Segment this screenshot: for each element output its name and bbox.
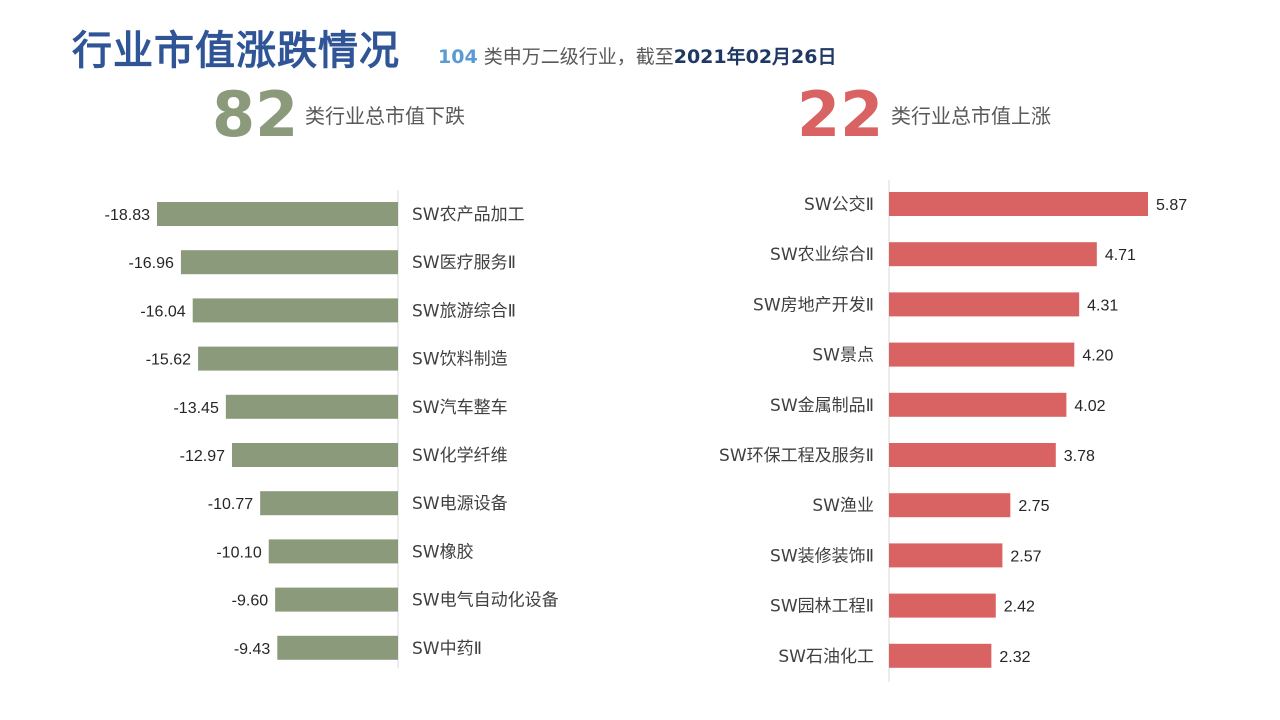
bar-down	[275, 587, 398, 612]
value-label: 4.71	[1105, 247, 1136, 264]
value-label: 4.20	[1082, 348, 1113, 365]
category-label: SW汽车整车	[412, 398, 508, 418]
category-label: SW渔业	[812, 496, 874, 516]
category-label: SW房地产开发Ⅱ	[753, 295, 874, 315]
category-label: SW公交Ⅱ	[804, 195, 874, 215]
page-title: 行业市值涨跌情况	[72, 28, 400, 74]
value-label: 2.75	[1018, 498, 1049, 515]
category-label: SW医疗服务Ⅱ	[412, 253, 516, 273]
bar-up	[889, 543, 1003, 568]
bar-down	[192, 298, 398, 323]
value-label: -15.62	[146, 352, 191, 369]
value-label: -12.97	[180, 448, 225, 465]
value-label: 4.31	[1087, 297, 1118, 314]
down-caption: 类行业总市值下跌	[305, 104, 465, 128]
bar-down	[277, 635, 398, 660]
bar-up	[889, 593, 996, 618]
subtitle-date: 2021年02月26日	[673, 46, 837, 68]
value-label: 2.57	[1010, 548, 1041, 565]
category-label: SW农业综合Ⅱ	[770, 245, 874, 265]
value-label: -10.77	[208, 496, 253, 513]
bar-up	[889, 443, 1056, 467]
category-label: SW园林工程Ⅱ	[770, 597, 874, 617]
value-label: 2.32	[999, 649, 1030, 666]
subtitle-count: 104	[438, 46, 478, 68]
bar-down	[157, 202, 398, 226]
declining-industries-chart: -18.83 SW农产品加工 -16.96 SW医疗服务Ⅱ -16.04 SW旅游综合Ⅱ -…	[105, 190, 559, 668]
bar-down	[268, 539, 398, 564]
value-label: -18.83	[105, 207, 150, 224]
value-label: 5.87	[1156, 197, 1187, 214]
bar-down	[260, 491, 398, 516]
value-label: 2.42	[1004, 599, 1035, 616]
value-label: -16.96	[129, 255, 174, 272]
bar-down	[225, 394, 398, 419]
rising-industries-chart: 5.87 SW公交Ⅱ 4.71 SW农业综合Ⅱ 4.31 SW房地产开发Ⅱ 4.20 SW景点…	[719, 180, 1187, 682]
bar-up	[889, 342, 1075, 367]
bar-down	[232, 443, 398, 467]
bar-up	[889, 242, 1097, 267]
down-count: 82	[212, 78, 299, 151]
bar-up	[889, 192, 1148, 216]
value-label: 4.02	[1074, 398, 1105, 415]
value-label: -9.60	[232, 593, 269, 610]
category-label: SW饮料制造	[412, 350, 508, 370]
category-label: SW石油化工	[778, 647, 874, 667]
bar-down	[180, 250, 398, 275]
page-subtitle: 104 类申万二级行业，截至2021年02月26日	[438, 42, 836, 69]
bar-up	[889, 292, 1080, 317]
up-caption: 类行业总市值上涨	[891, 104, 1051, 128]
category-label: SW旅游综合Ⅱ	[412, 301, 516, 321]
value-label: -13.45	[173, 400, 218, 417]
category-label: SW装修装饰Ⅱ	[770, 546, 874, 566]
bar-up	[889, 493, 1011, 518]
category-label: SW景点	[812, 346, 874, 366]
value-label: -9.43	[234, 641, 271, 658]
bar-up	[889, 392, 1067, 417]
category-label: SW电源设备	[412, 494, 508, 514]
category-label: SW金属制品Ⅱ	[770, 396, 874, 416]
category-label: SW农产品加工	[412, 205, 525, 225]
value-label: -10.10	[216, 544, 261, 561]
category-label: SW电气自动化设备	[412, 591, 559, 611]
category-label: SW环保工程及服务Ⅱ	[719, 446, 874, 466]
up-count: 22	[797, 78, 884, 151]
category-label: SW化学纤维	[412, 446, 508, 466]
subtitle-text: 类申万二级行业，截至	[477, 46, 674, 68]
category-label: SW中药Ⅱ	[412, 639, 482, 659]
category-label: SW橡胶	[412, 542, 474, 562]
bar-up	[889, 643, 992, 668]
value-label: -16.04	[140, 303, 185, 320]
bar-down	[198, 346, 398, 371]
value-label: 3.78	[1064, 448, 1095, 465]
